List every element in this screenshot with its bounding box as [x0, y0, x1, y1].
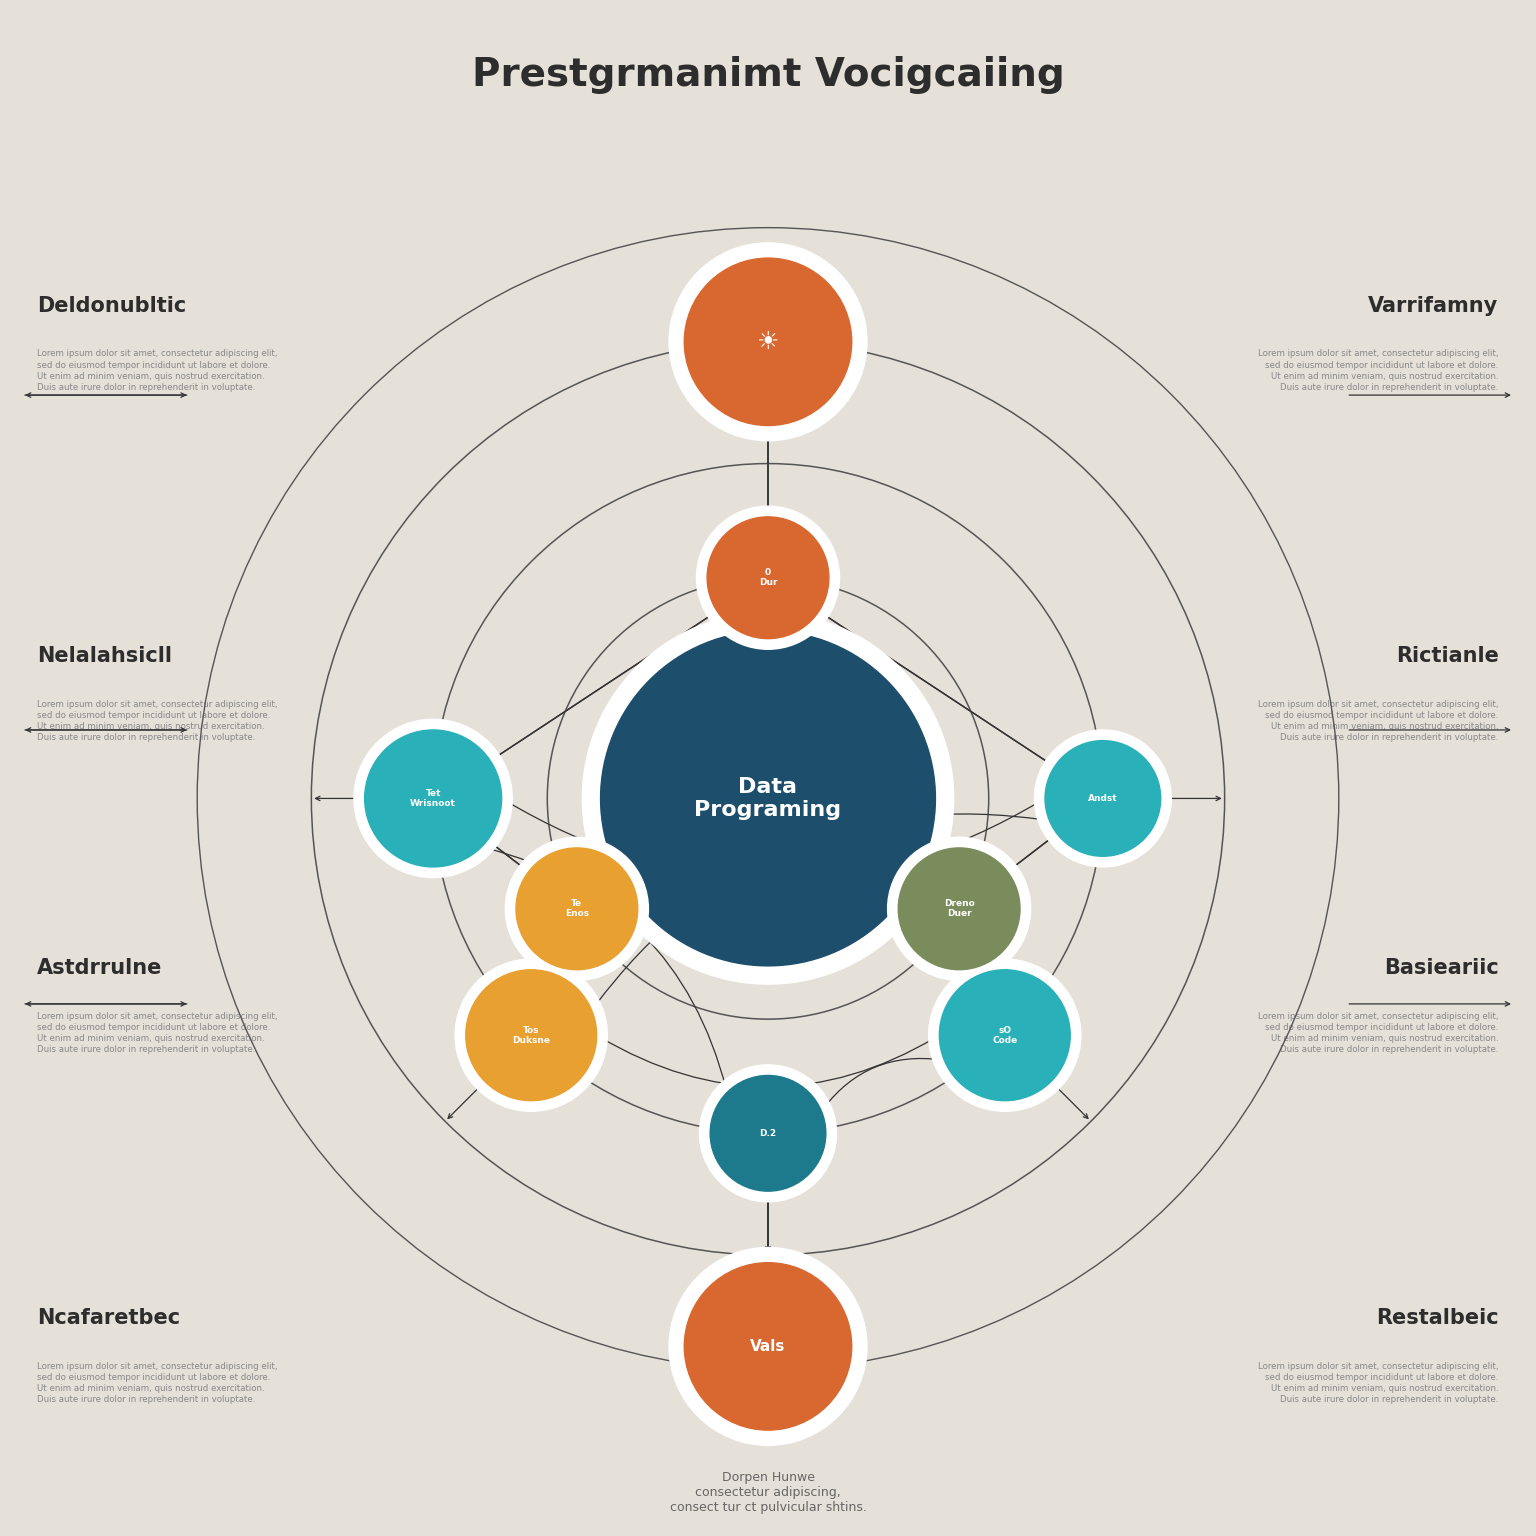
Circle shape — [505, 837, 648, 980]
Text: Data
Programing: Data Programing — [694, 777, 842, 820]
Circle shape — [516, 848, 637, 969]
Circle shape — [364, 730, 502, 866]
Text: Dreno
Duer: Dreno Duer — [943, 899, 974, 919]
Text: Lorem ipsum dolor sit amet, consectetur adipiscing elit,
sed do eiusmod tempor i: Lorem ipsum dolor sit amet, consectetur … — [37, 1361, 278, 1404]
Text: D.2: D.2 — [759, 1129, 777, 1138]
Text: ☀: ☀ — [757, 330, 779, 353]
Text: Lorem ipsum dolor sit amet, consectetur adipiscing elit,
sed do eiusmod tempor i: Lorem ipsum dolor sit amet, consectetur … — [37, 1012, 278, 1054]
Circle shape — [684, 1263, 852, 1430]
Circle shape — [455, 958, 607, 1112]
Text: Deldonubltic: Deldonubltic — [37, 296, 187, 316]
Circle shape — [929, 958, 1081, 1112]
Text: Rictianle: Rictianle — [1396, 647, 1499, 667]
Text: Te
Enos: Te Enos — [565, 899, 588, 919]
Text: Lorem ipsum dolor sit amet, consectetur adipiscing elit,
sed do eiusmod tempor i: Lorem ipsum dolor sit amet, consectetur … — [1258, 349, 1499, 392]
Text: Nelalahsicll: Nelalahsicll — [37, 647, 172, 667]
Text: 0
Dur: 0 Dur — [759, 568, 777, 587]
Circle shape — [1034, 730, 1172, 866]
Circle shape — [582, 613, 954, 985]
Text: Lorem ipsum dolor sit amet, consectetur adipiscing elit,
sed do eiusmod tempor i: Lorem ipsum dolor sit amet, consectetur … — [1258, 1361, 1499, 1404]
Text: Vals: Vals — [750, 1339, 786, 1353]
Text: Astdrrulne: Astdrrulne — [37, 958, 163, 978]
Text: Restalbeic: Restalbeic — [1376, 1309, 1499, 1329]
Text: Andst: Andst — [1087, 794, 1118, 803]
Circle shape — [696, 507, 840, 650]
Circle shape — [707, 516, 829, 639]
Text: Dorpen Hunwe
consectetur adipiscing,
consect tur ct pulvicular shtins.: Dorpen Hunwe consectetur adipiscing, con… — [670, 1471, 866, 1514]
Text: Tos
Duksne: Tos Duksne — [511, 1026, 550, 1044]
Circle shape — [684, 258, 852, 425]
Circle shape — [670, 1247, 866, 1445]
Text: Ncafaretbec: Ncafaretbec — [37, 1309, 181, 1329]
Text: Lorem ipsum dolor sit amet, consectetur adipiscing elit,
sed do eiusmod tempor i: Lorem ipsum dolor sit amet, consectetur … — [1258, 1012, 1499, 1054]
Circle shape — [1044, 740, 1161, 856]
Circle shape — [699, 1064, 837, 1201]
Circle shape — [670, 243, 866, 441]
Circle shape — [940, 969, 1071, 1101]
Circle shape — [888, 837, 1031, 980]
Circle shape — [353, 719, 513, 877]
Circle shape — [899, 848, 1020, 969]
Text: Lorem ipsum dolor sit amet, consectetur adipiscing elit,
sed do eiusmod tempor i: Lorem ipsum dolor sit amet, consectetur … — [37, 699, 278, 742]
Circle shape — [710, 1075, 826, 1190]
Text: Varrifamny: Varrifamny — [1369, 296, 1499, 316]
Text: Lorem ipsum dolor sit amet, consectetur adipiscing elit,
sed do eiusmod tempor i: Lorem ipsum dolor sit amet, consectetur … — [1258, 699, 1499, 742]
Circle shape — [601, 631, 935, 966]
Text: sO
Code: sO Code — [992, 1026, 1017, 1044]
Circle shape — [465, 969, 596, 1101]
Text: Prestgrmanimt Vocigcaiing: Prestgrmanimt Vocigcaiing — [472, 55, 1064, 94]
Text: Basieariic: Basieariic — [1384, 958, 1499, 978]
Text: Lorem ipsum dolor sit amet, consectetur adipiscing elit,
sed do eiusmod tempor i: Lorem ipsum dolor sit amet, consectetur … — [37, 349, 278, 392]
Text: Tet
Wrisnoot: Tet Wrisnoot — [410, 790, 456, 808]
